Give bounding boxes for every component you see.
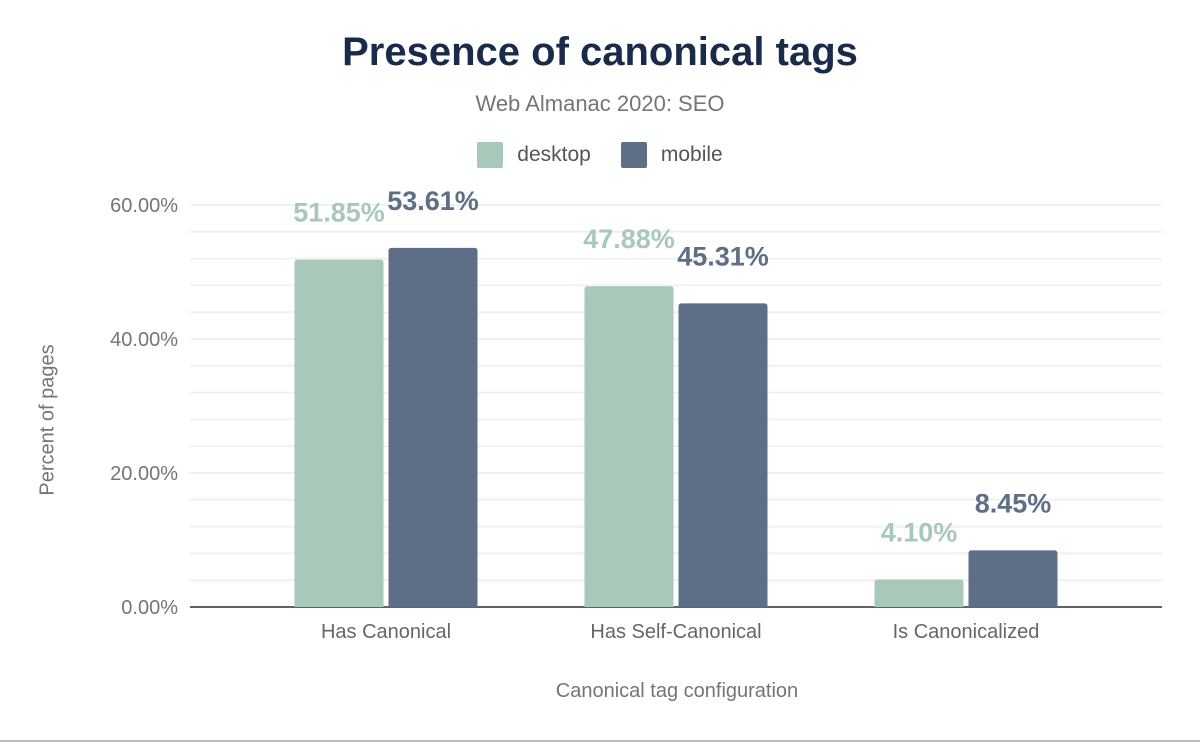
chart-subtitle: Web Almanac 2020: SEO [475,91,725,116]
data-label-desktop: 4.10% [881,518,958,548]
legend-item-mobile[interactable]: mobile [620,142,723,168]
x-axis-label: Canonical tag configuration [555,680,799,702]
x-tick-label: Has Canonical [321,621,451,643]
legend-swatch-mobile [620,142,647,168]
bar-desktop [584,286,674,607]
bar-desktop [294,259,384,607]
y-tick-label: 0.00% [121,597,178,619]
data-label-mobile: 53.61% [387,186,479,216]
y-tick-label: 40.00% [110,329,178,351]
x-tick-label: Is Canonicalized [893,621,1040,643]
bar-mobile [678,303,768,607]
legend: desktop mobile [0,142,1200,168]
bar-mobile [388,247,478,608]
data-label-desktop: 47.88% [583,224,675,254]
legend-label-desktop: desktop [517,143,591,166]
data-label-mobile: 8.45% [975,488,1052,518]
data-label-mobile: 45.31% [677,241,769,271]
y-tick-label: 60.00% [110,195,178,217]
y-tick-label: 20.00% [110,463,178,485]
x-tick-label: Has Self-Canonical [590,621,761,643]
chart-title: Presence of canonical tags [342,30,858,74]
legend-item-desktop[interactable]: desktop [477,142,591,168]
bar-mobile [968,550,1058,607]
divider [0,740,1200,742]
legend-label-mobile: mobile [660,143,723,166]
data-label-desktop: 51.85% [293,198,385,228]
legend-swatch-desktop [477,142,504,168]
bar-desktop [874,579,964,607]
